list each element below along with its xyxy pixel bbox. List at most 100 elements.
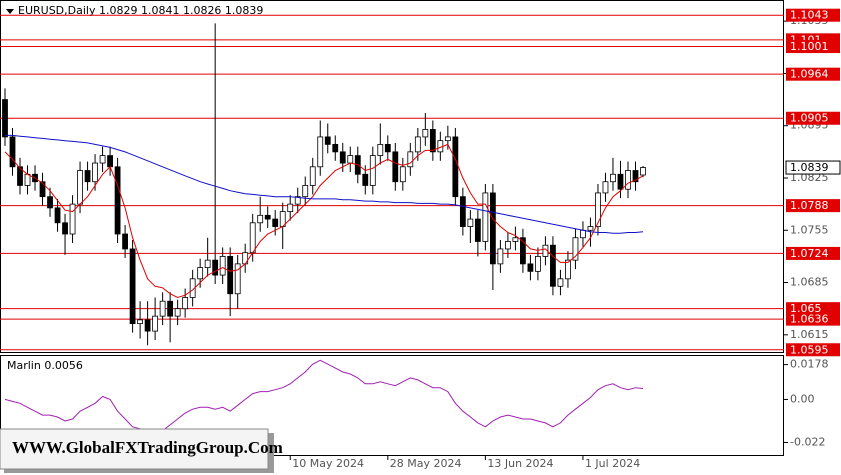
candle-body — [219, 256, 226, 276]
candle-body — [212, 259, 219, 276]
candle-body — [294, 196, 301, 205]
candle-body — [69, 203, 76, 235]
candle-body — [610, 173, 616, 183]
level-label-box — [786, 199, 840, 213]
candle-body — [77, 170, 83, 205]
candle-body — [152, 315, 159, 332]
candle-body — [39, 181, 46, 198]
candle-body — [107, 155, 113, 168]
candle-body — [459, 196, 466, 227]
candle-body — [377, 143, 384, 156]
level-label-box — [786, 302, 840, 316]
candle-body — [392, 151, 399, 183]
candle-body — [580, 229, 586, 239]
candle-body — [122, 233, 128, 250]
x-tick-label: 10 May 2024 — [292, 457, 364, 470]
candle-body — [595, 192, 601, 227]
menu-arrow — [6, 9, 14, 14]
candle-body — [92, 162, 98, 183]
y-tick-label: 0.00 — [790, 392, 815, 405]
level-label-box — [786, 8, 840, 22]
candle-body — [2, 99, 8, 138]
candle-body — [587, 226, 594, 231]
y-tick-label: 1.0615 — [790, 328, 829, 341]
candle-body — [422, 129, 429, 138]
candle-body — [625, 170, 631, 190]
candle-body — [362, 173, 369, 186]
candle-body — [47, 196, 53, 209]
candle-body — [332, 143, 339, 153]
candle-body — [9, 136, 16, 168]
candle-body — [339, 151, 346, 164]
level-label-box — [786, 111, 840, 125]
candle-body — [429, 129, 436, 153]
level-label-box — [786, 67, 840, 81]
chart-title: EURUSD,Daily 1.0829 1.0841 1.0826 1.0839 — [18, 4, 263, 17]
candle-body — [227, 256, 234, 295]
candle-body — [497, 248, 504, 265]
candle-body — [557, 278, 564, 287]
level-label: 1.0724 — [790, 247, 829, 260]
candle-body — [572, 237, 579, 261]
candle-body — [602, 181, 609, 194]
level-label: 1.0905 — [790, 112, 829, 125]
y-tick-label: 1.0755 — [790, 223, 829, 236]
candle-body — [399, 166, 406, 183]
candle-body — [324, 136, 331, 145]
candle-body — [174, 308, 181, 317]
candle-body — [452, 136, 459, 198]
level-label: 1.0964 — [790, 68, 829, 81]
candle-body — [287, 203, 294, 212]
candle-body — [482, 192, 489, 242]
candle-body — [204, 259, 211, 269]
candle-body — [144, 319, 151, 332]
candle-body — [129, 248, 136, 325]
candle-body — [62, 222, 68, 235]
level-label: 1.1043 — [790, 9, 829, 22]
y-tick-label: 1.0685 — [790, 276, 829, 289]
y-tick-label: -0.022 — [790, 435, 825, 448]
candle-body — [182, 297, 189, 310]
x-tick-label: 1 Jul 2024 — [585, 457, 640, 470]
indicator-title: Marlin 0.0056 — [7, 359, 83, 372]
candle-body — [414, 136, 421, 153]
level-label: 1.0788 — [790, 199, 829, 212]
level-label: 1.1001 — [790, 40, 829, 53]
watermark: WWW.GlobalFXTradingGroup.Com — [0, 428, 283, 473]
candle-body — [317, 136, 324, 168]
candle-body — [565, 259, 571, 280]
candle-body — [520, 237, 526, 265]
candle-body — [272, 218, 279, 227]
candle-body — [489, 192, 496, 265]
indicator-frame — [0, 355, 784, 456]
candle-body — [535, 256, 541, 272]
candle-body — [197, 267, 204, 280]
candle-body — [84, 170, 91, 183]
candle-body — [640, 167, 646, 176]
candle-body — [167, 300, 174, 317]
candle-body — [550, 244, 556, 287]
level-label-box — [786, 312, 840, 326]
candle-body — [54, 207, 61, 224]
y-tick-label: 0.0178 — [790, 358, 829, 371]
candle-body — [264, 214, 271, 220]
candle-body — [504, 241, 511, 250]
level-label-box — [786, 343, 840, 357]
candle-body — [617, 173, 624, 190]
candle-body — [17, 166, 23, 186]
level-label: 1.0636 — [790, 313, 829, 326]
candle-body — [257, 214, 264, 224]
candle-body — [137, 319, 144, 325]
main-frame — [0, 0, 784, 353]
candle-body — [99, 155, 106, 164]
level-label-box — [786, 40, 840, 54]
candle-body — [114, 166, 121, 235]
candle-body — [309, 166, 316, 186]
watermark-text: WWW.GlobalFXTradingGroup.Com — [12, 438, 283, 457]
oscillator-line — [4, 359, 644, 434]
candle-body — [384, 143, 391, 153]
price-label-box — [785, 160, 841, 175]
candle-body — [159, 300, 166, 317]
